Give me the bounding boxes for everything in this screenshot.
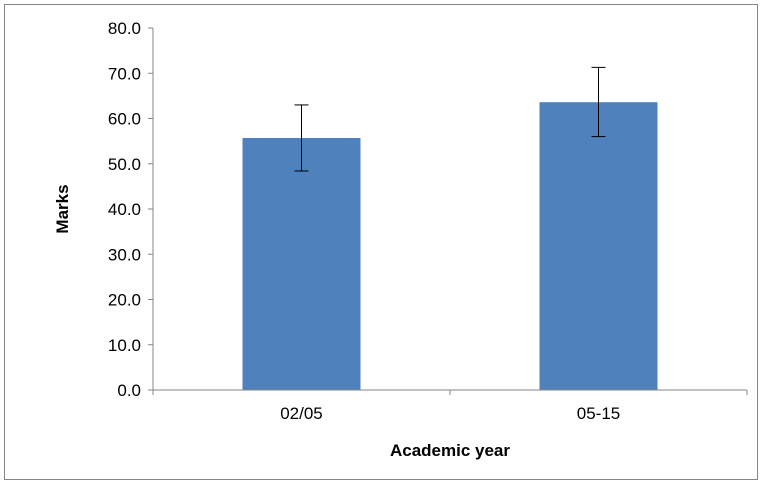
y-axis-title: Marks bbox=[53, 184, 72, 233]
y-tick-label: 20.0 bbox=[108, 291, 141, 310]
error-bars bbox=[294, 66, 606, 172]
x-axis-ticks: 02/05 05-15 bbox=[152, 390, 748, 423]
y-tick-label: 80.0 bbox=[108, 19, 141, 38]
bars bbox=[242, 102, 658, 391]
bar-05-15 bbox=[539, 102, 658, 391]
x-tick-label: 05-15 bbox=[577, 404, 620, 423]
y-tick-label: 60.0 bbox=[108, 110, 141, 129]
y-tick-label: 50.0 bbox=[108, 155, 141, 174]
y-tick-label: 0.0 bbox=[117, 381, 141, 400]
y-tick-label: 30.0 bbox=[108, 245, 141, 264]
bar-02/05 bbox=[242, 137, 361, 390]
x-tick-label: 02/05 bbox=[280, 404, 323, 423]
x-axis-title: Academic year bbox=[390, 441, 510, 460]
y-tick-label: 70.0 bbox=[108, 64, 141, 83]
y-tick-label: 40.0 bbox=[108, 200, 141, 219]
y-tick-label: 10.0 bbox=[108, 336, 141, 355]
y-axis-ticks: 0.0 10.0 20.0 30.0 40.0 50.0 60.0 70.0 80.0 bbox=[108, 19, 153, 400]
